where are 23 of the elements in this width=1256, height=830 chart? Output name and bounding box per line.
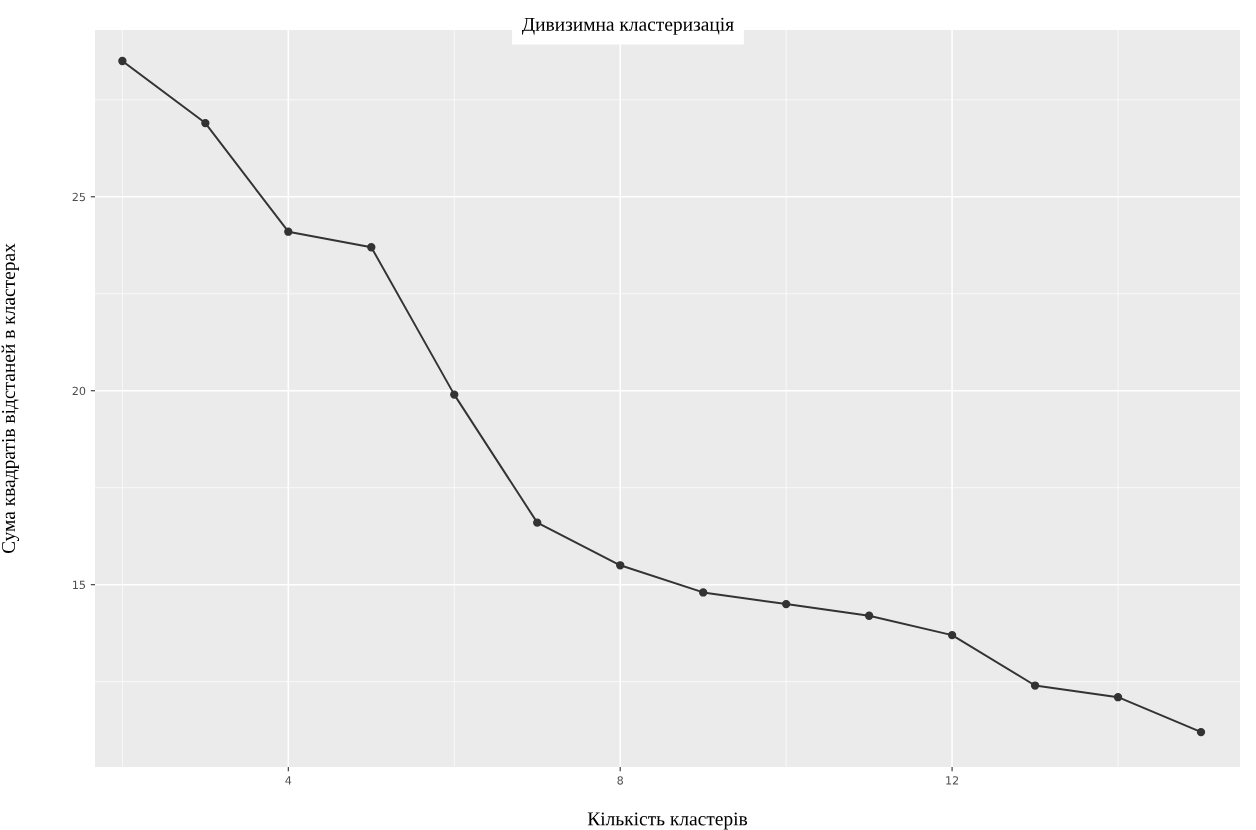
x-tick-label: 8 bbox=[617, 776, 623, 785]
point bbox=[450, 390, 459, 399]
point bbox=[201, 118, 210, 128]
point bbox=[118, 56, 127, 66]
point bbox=[864, 611, 874, 620]
point bbox=[781, 599, 791, 609]
point bbox=[533, 518, 542, 527]
point bbox=[1113, 693, 1123, 702]
y-tick-label: 25 bbox=[72, 192, 85, 202]
point bbox=[699, 588, 708, 597]
y-axis-title: Сума квадратів відстаней в кластерах bbox=[1, 243, 20, 554]
point bbox=[1030, 681, 1040, 690]
point bbox=[367, 243, 376, 252]
point bbox=[616, 561, 625, 570]
x-tick-label: 4 bbox=[285, 776, 292, 785]
point bbox=[284, 227, 293, 236]
point bbox=[947, 630, 957, 640]
y-tick-label: 15 bbox=[73, 580, 85, 590]
chart-title: Дивизимна кластеризація bbox=[521, 17, 734, 35]
x-axis-title: Кількість кластерів bbox=[587, 812, 748, 830]
y-tick-label: 20 bbox=[72, 386, 86, 396]
x-tick-label: 12 bbox=[946, 776, 959, 785]
point bbox=[1196, 727, 1206, 737]
